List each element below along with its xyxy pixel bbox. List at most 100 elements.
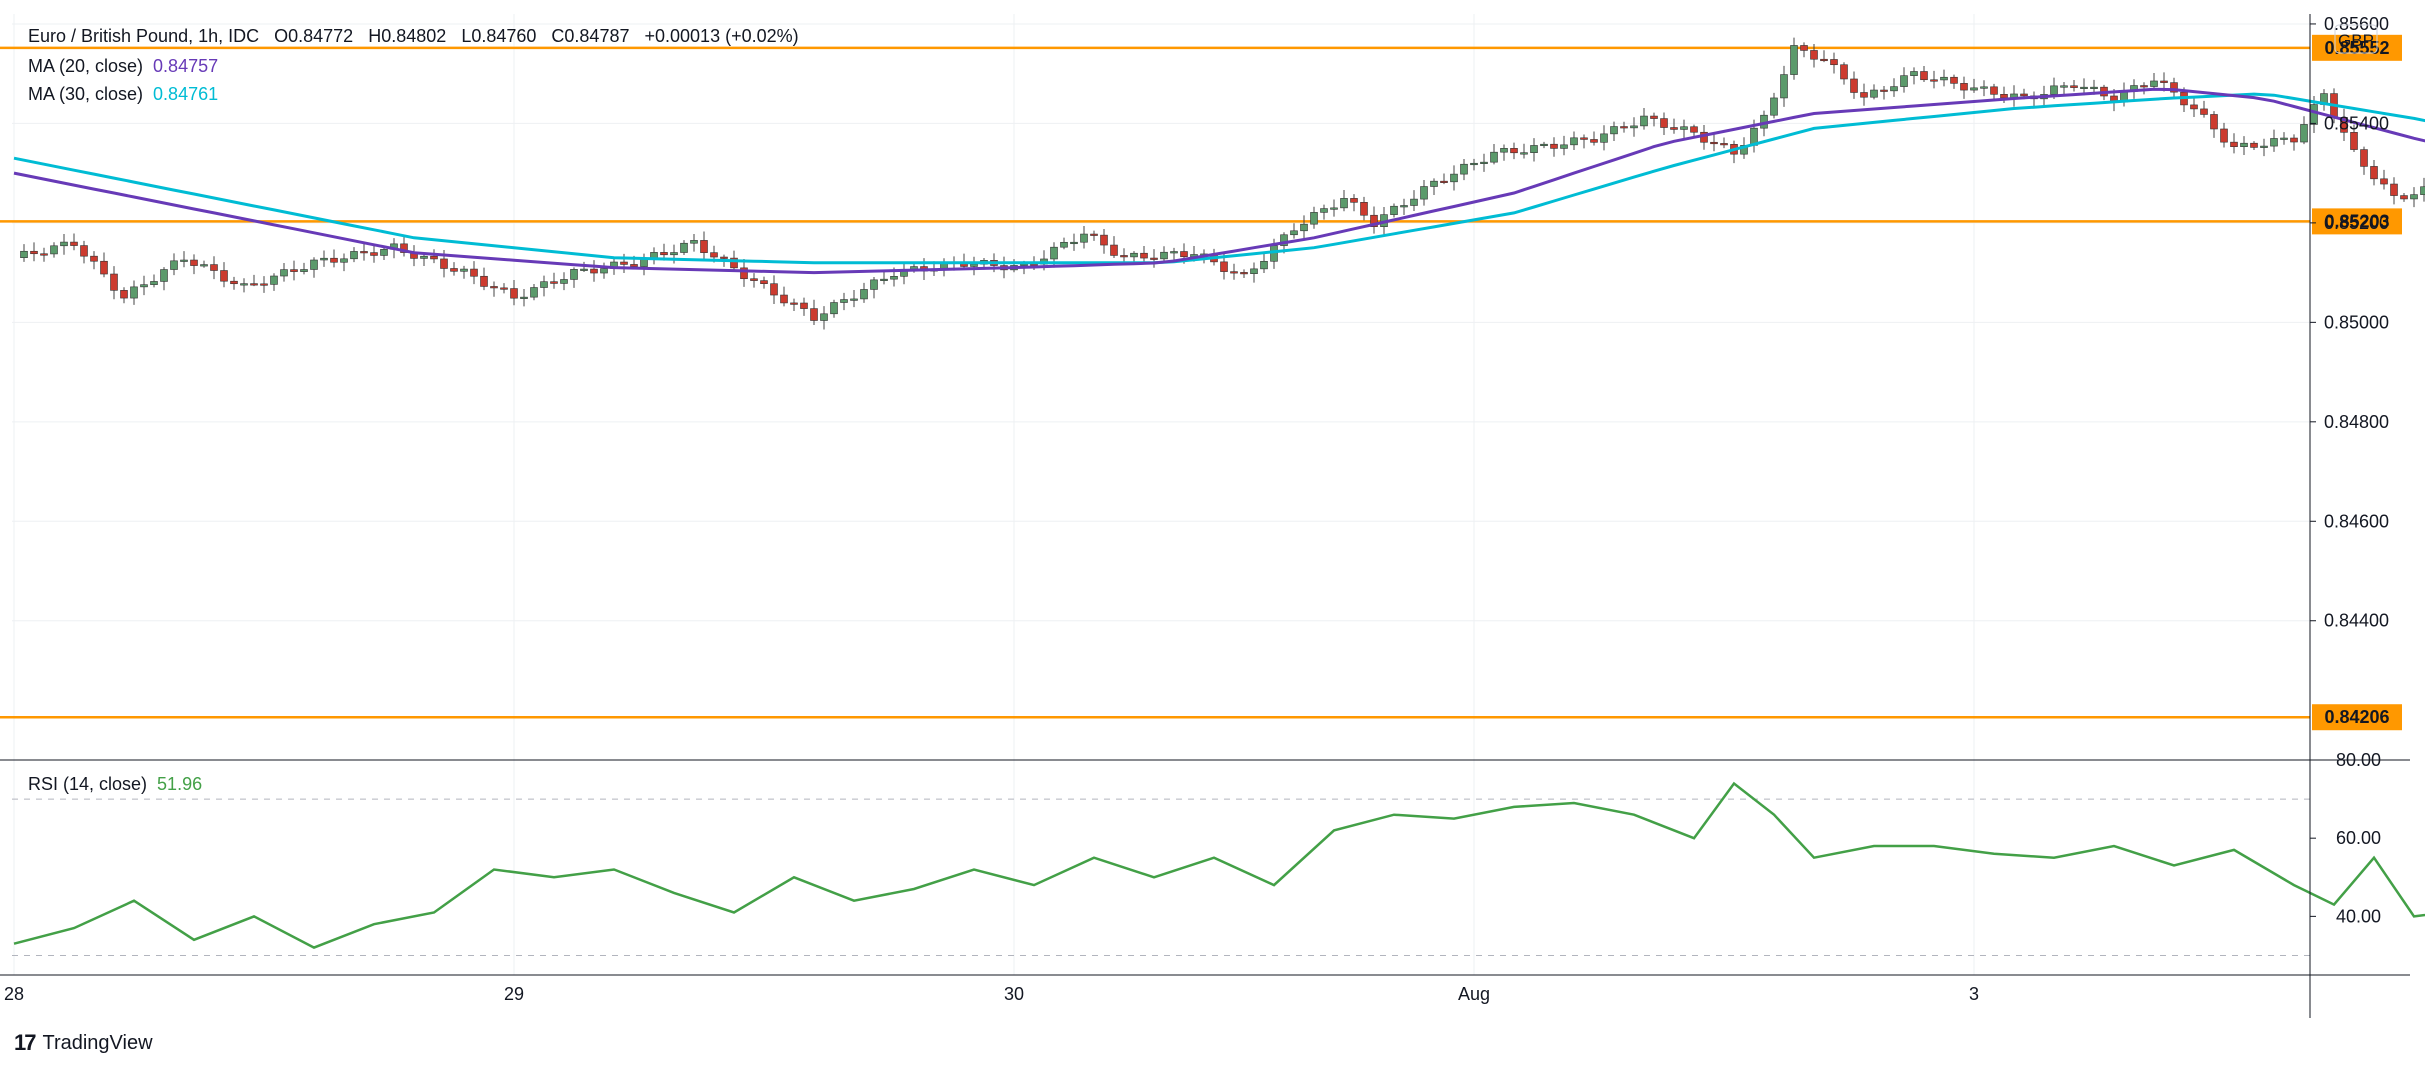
candle-down (1590, 139, 1598, 143)
rsi-legend[interactable]: RSI (14, close) 51.96 (28, 774, 212, 795)
moving-averages (13, 87, 2425, 275)
candle-down (1660, 118, 1668, 128)
candle-up (1280, 234, 1288, 246)
candle-up (20, 250, 28, 258)
y-tick-label: 0.85600 (2324, 14, 2389, 34)
candle-up (1560, 144, 1568, 149)
candle-down (450, 268, 458, 272)
candle-up (580, 268, 588, 271)
candle-up (890, 276, 898, 280)
candle-up (1680, 126, 1688, 130)
candle-up (1470, 162, 1478, 166)
candle-down (40, 253, 48, 256)
candle-down (70, 241, 78, 246)
candle-up (570, 269, 578, 280)
candle-up (870, 279, 878, 290)
candle-up (1570, 137, 1578, 146)
candle-down (1880, 89, 1888, 92)
candle-down (2220, 128, 2228, 143)
candle-up (520, 296, 528, 299)
candle-up (600, 268, 608, 274)
ma30-line (13, 92, 2425, 265)
candle-down (2210, 114, 2218, 130)
currency-label: GBP (2338, 31, 2374, 50)
candle-up (340, 258, 348, 263)
candle-up (1250, 268, 1258, 274)
candle-down (430, 255, 438, 260)
candle-up (1790, 45, 1798, 75)
candle-down (1580, 137, 1588, 140)
y-tick-label: 0.84800 (2324, 412, 2389, 432)
candle-up (880, 278, 888, 281)
candle-down (1710, 141, 1718, 145)
candle-down (1510, 148, 1518, 154)
candle-up (160, 269, 168, 282)
candle-up (1070, 241, 1078, 245)
candle-down (1930, 79, 1938, 82)
candle-up (1740, 145, 1748, 155)
candle-up (1450, 173, 1458, 183)
candle-down (1860, 92, 1868, 98)
rsi-value: 51.96 (157, 774, 203, 794)
candle-up (1160, 251, 1168, 260)
candle-down (620, 261, 628, 265)
candle-down (1820, 58, 1828, 62)
level-label: 0.84206 (2324, 707, 2389, 727)
candle-down (2390, 183, 2398, 196)
high-value: H0.84802 (368, 26, 447, 46)
candle-up (380, 249, 388, 256)
rsi-tick-label: 60.00 (2336, 828, 2381, 848)
symbol-title[interactable]: Euro / British Pound, 1h, IDC (28, 26, 260, 46)
candle-up (1410, 198, 1418, 206)
candle-down (330, 257, 338, 263)
tradingview-logo[interactable]: 17 TradingView (14, 1030, 153, 1056)
level-label: 0.85203 (2324, 211, 2389, 231)
candle-up (1020, 263, 1028, 266)
candle-down (2020, 93, 2028, 97)
candle-up (1330, 207, 1338, 210)
candle-up (2410, 194, 2418, 200)
candle-up (2300, 124, 2308, 143)
candle-up (1940, 76, 1948, 81)
candle-down (1370, 214, 1378, 227)
candle-up (2310, 104, 2318, 125)
candle-up (1420, 186, 1428, 200)
ma30-label: MA (30, close) (28, 84, 144, 104)
y-tick-label: 0.85200 (2324, 213, 2389, 233)
candle-down (220, 270, 228, 282)
candle-up (1530, 145, 1538, 153)
candle-down (1100, 234, 1108, 246)
candle-up (350, 251, 358, 260)
candle-up (2260, 145, 2268, 148)
x-tick-label: 28 (4, 984, 24, 1004)
candle-up (240, 283, 248, 286)
x-tick-label: Aug (1458, 984, 1490, 1004)
candle-up (560, 279, 568, 284)
candle-down (780, 294, 788, 304)
candle-down (1810, 50, 1818, 60)
candle-down (1440, 180, 1448, 183)
candle-down (370, 252, 378, 256)
rsi-line (13, 781, 2425, 949)
ma30-legend[interactable]: MA (30, close) 0.84761 (28, 84, 228, 105)
candle-down (2290, 137, 2298, 143)
candle-down (2360, 149, 2368, 167)
candle-up (1770, 97, 1778, 116)
candle-up (2240, 142, 2248, 147)
candle-up (1970, 87, 1978, 91)
ma20-legend[interactable]: MA (20, close) 0.84757 (28, 56, 228, 77)
candle-up (1260, 260, 1268, 270)
candle-down (1030, 263, 1038, 266)
candle-down (740, 267, 748, 280)
candle-up (2080, 86, 2088, 89)
candle-up (300, 269, 308, 272)
candle-down (1830, 59, 1838, 66)
candle-down (80, 245, 88, 257)
chart-axes: 282930Aug34569100.856000.854000.852000.8… (0, 14, 2410, 1018)
candle-down (230, 280, 238, 285)
candle-down (1920, 71, 1928, 81)
candle-up (2420, 186, 2425, 195)
candle-up (1980, 86, 1988, 89)
candle-down (510, 288, 518, 299)
candle-up (670, 252, 678, 256)
